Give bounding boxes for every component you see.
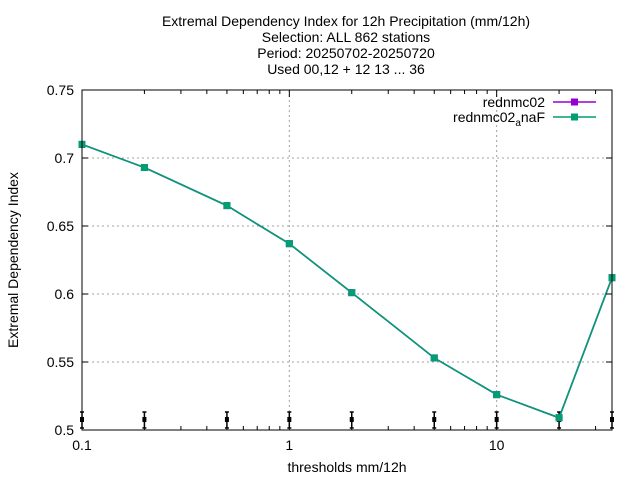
axis-ticks — [81, 89, 612, 431]
data-point-series-2 — [430, 354, 438, 362]
plot-frame — [81, 89, 613, 431]
title-line-4: Used 00,12 + 12 13 ... 36 — [267, 61, 425, 77]
error-bar-marker — [142, 417, 147, 422]
y-tick-label: 0.65 — [47, 218, 74, 234]
x-tick-label: 1 — [285, 437, 293, 453]
data-point-series-2 — [285, 240, 293, 248]
legend-label-series-2-sub: a — [515, 118, 521, 129]
x-tick-label: 10 — [489, 437, 505, 453]
legend: rednmc02 rednmc02anaF — [453, 94, 596, 129]
legend-label-series-2-tail: naF — [521, 109, 545, 125]
y-tick-label: 0.5 — [55, 422, 75, 438]
error-bar-marker — [494, 417, 499, 422]
error-bar-marker — [432, 417, 437, 422]
x-tick-labels: 0.1 1 10 — [72, 437, 504, 453]
y-tick-label: 0.7 — [55, 150, 75, 166]
title-line-2: Selection: ALL 862 stations — [262, 29, 430, 45]
legend-label-series-1: rednmc02 — [483, 94, 545, 110]
error-bar-marker — [349, 417, 354, 422]
x-tick-label: 0.1 — [72, 437, 92, 453]
legend-marker-series-1 — [571, 98, 578, 106]
data-point-series-2 — [348, 289, 356, 297]
grid — [82, 90, 612, 430]
error-bars — [80, 411, 614, 429]
y-tick-labels: 0.5 0.55 0.6 0.65 0.7 0.75 — [47, 82, 74, 438]
error-bar-marker — [224, 417, 229, 422]
y-tick-label: 0.6 — [55, 286, 75, 302]
series-line-2 — [81, 143, 613, 419]
data-point-series-2 — [493, 391, 501, 399]
y-tick-label: 0.75 — [47, 82, 74, 98]
legend-label-series-2: rednmc02anaF — [453, 109, 545, 129]
x-axis-label: thresholds mm/12h — [287, 459, 406, 475]
chart-title: Extremal Dependency Index for 12h Precip… — [162, 13, 530, 77]
legend-marker-series-2 — [571, 113, 578, 121]
series-line-1 — [81, 143, 613, 419]
title-line-3: Period: 20250702-20250720 — [257, 45, 435, 61]
legend-label-series-2-main: rednmc02 — [453, 109, 515, 125]
data-point-series-2 — [223, 202, 231, 210]
series — [78, 140, 616, 422]
data-point-series-2 — [140, 164, 148, 172]
error-bar-marker — [287, 417, 292, 422]
y-tick-label: 0.55 — [47, 354, 74, 370]
y-axis-label: Extremal Dependency Index — [5, 172, 21, 348]
title-line-1: Extremal Dependency Index for 12h Precip… — [162, 13, 530, 29]
data-point-series-2 — [555, 414, 563, 422]
